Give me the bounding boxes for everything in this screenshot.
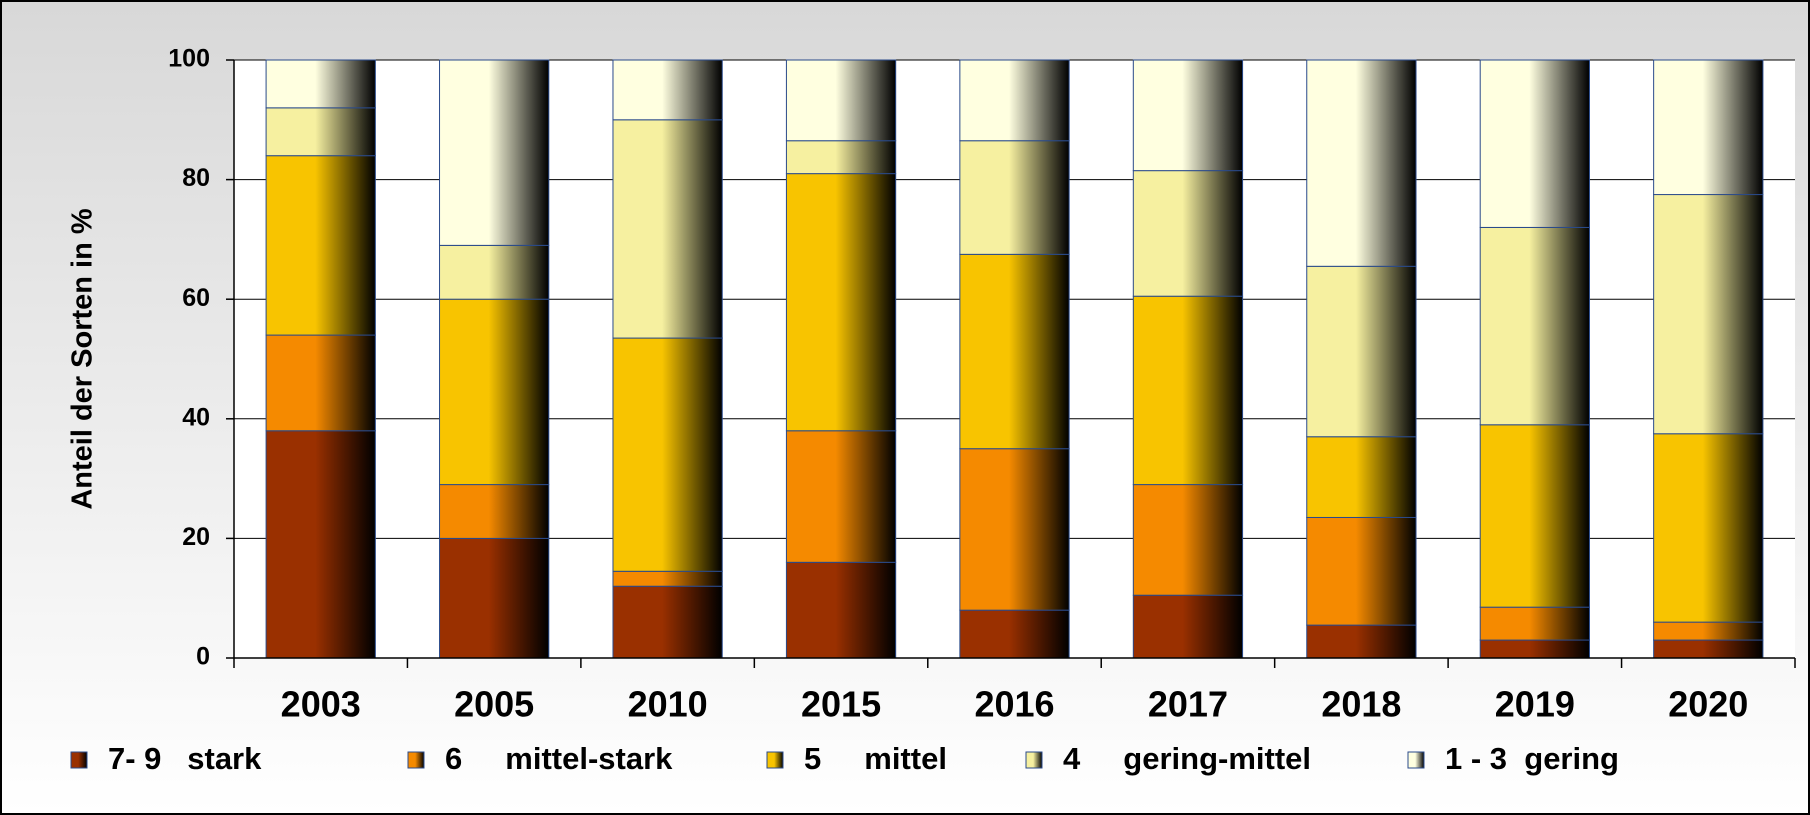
x-tick-label: 2003 — [281, 684, 361, 725]
legend-label: 5 mittel — [804, 741, 947, 776]
y-tick-label: 80 — [182, 164, 210, 192]
x-tick-label: 2015 — [801, 684, 881, 725]
legend-swatch — [1025, 751, 1043, 769]
bar-segment — [785, 140, 897, 175]
bar-segment — [785, 561, 897, 659]
bar-segment — [265, 107, 376, 157]
bar-segment — [959, 609, 1070, 659]
bar-segment — [1653, 433, 1764, 623]
y-tick-label: 40 — [182, 403, 210, 431]
bar-segment — [1653, 621, 1764, 641]
bar-segment — [1653, 194, 1764, 435]
bar-segment — [612, 119, 723, 339]
bar-segment — [1479, 424, 1590, 608]
bar-segment — [265, 430, 376, 659]
y-tick-label: 0 — [196, 643, 210, 671]
x-tick-label: 2019 — [1495, 684, 1575, 725]
bar-segment — [265, 155, 376, 336]
x-tick-label: 2010 — [628, 684, 708, 725]
x-tick-label: 2020 — [1668, 684, 1748, 725]
legend-swatch — [766, 751, 784, 769]
bar-segment — [1479, 226, 1590, 426]
bar-segment — [612, 585, 723, 659]
x-tick-label: 2016 — [974, 684, 1054, 725]
bar-segment — [1306, 436, 1417, 518]
bar-segment — [1132, 594, 1244, 659]
bar-segment — [785, 430, 897, 563]
bar-segment — [612, 337, 723, 572]
legend-label: 6 mittel-stark — [445, 741, 673, 776]
x-tick-label: 2018 — [1321, 684, 1401, 725]
legend-swatch — [70, 751, 88, 769]
bar-segment — [612, 59, 723, 121]
bar-segment — [959, 448, 1070, 611]
legend-swatch — [1407, 751, 1425, 769]
bar-segment — [1306, 265, 1417, 438]
bar-segment — [439, 59, 550, 246]
bar-segment — [439, 244, 550, 300]
bar-segment — [1653, 59, 1764, 196]
y-tick-label: 20 — [182, 523, 210, 551]
y-tick-label: 60 — [182, 284, 210, 312]
x-tick-label: 2005 — [454, 684, 534, 725]
bar-segment — [1479, 606, 1590, 641]
bar-segment — [439, 298, 550, 486]
bar-segment — [959, 253, 1070, 450]
bar-segment — [1132, 59, 1244, 172]
bar-segment — [1132, 484, 1244, 596]
bar-segment — [1479, 59, 1590, 228]
bar-segment — [1132, 295, 1244, 486]
bar-segment — [1306, 59, 1417, 267]
bar-segment — [785, 173, 897, 432]
bar-segment — [1306, 516, 1417, 626]
x-tick-label: 2017 — [1148, 684, 1228, 725]
bar-segment — [1306, 624, 1417, 659]
y-tick-label: 100 — [168, 45, 210, 73]
bar-segment — [265, 59, 376, 109]
legend-label: 7- 9 stark — [108, 741, 262, 776]
bar-segment — [959, 59, 1070, 142]
bar-segment — [1479, 639, 1590, 659]
bar-segment — [265, 334, 376, 432]
bar-segment — [439, 537, 550, 659]
bar-segment — [1653, 639, 1764, 659]
bar-segment — [612, 570, 723, 587]
bar-segment — [1132, 170, 1244, 297]
bar-segment — [959, 140, 1070, 255]
legend-label: 4 gering-mittel — [1063, 741, 1311, 776]
y-axis-title: Anteil der Sorten in % — [67, 208, 99, 510]
legend-label: 1 - 3 gering — [1445, 741, 1619, 776]
legend-swatch — [407, 751, 425, 769]
bar-segment — [785, 59, 897, 142]
bar-segment — [439, 484, 550, 539]
